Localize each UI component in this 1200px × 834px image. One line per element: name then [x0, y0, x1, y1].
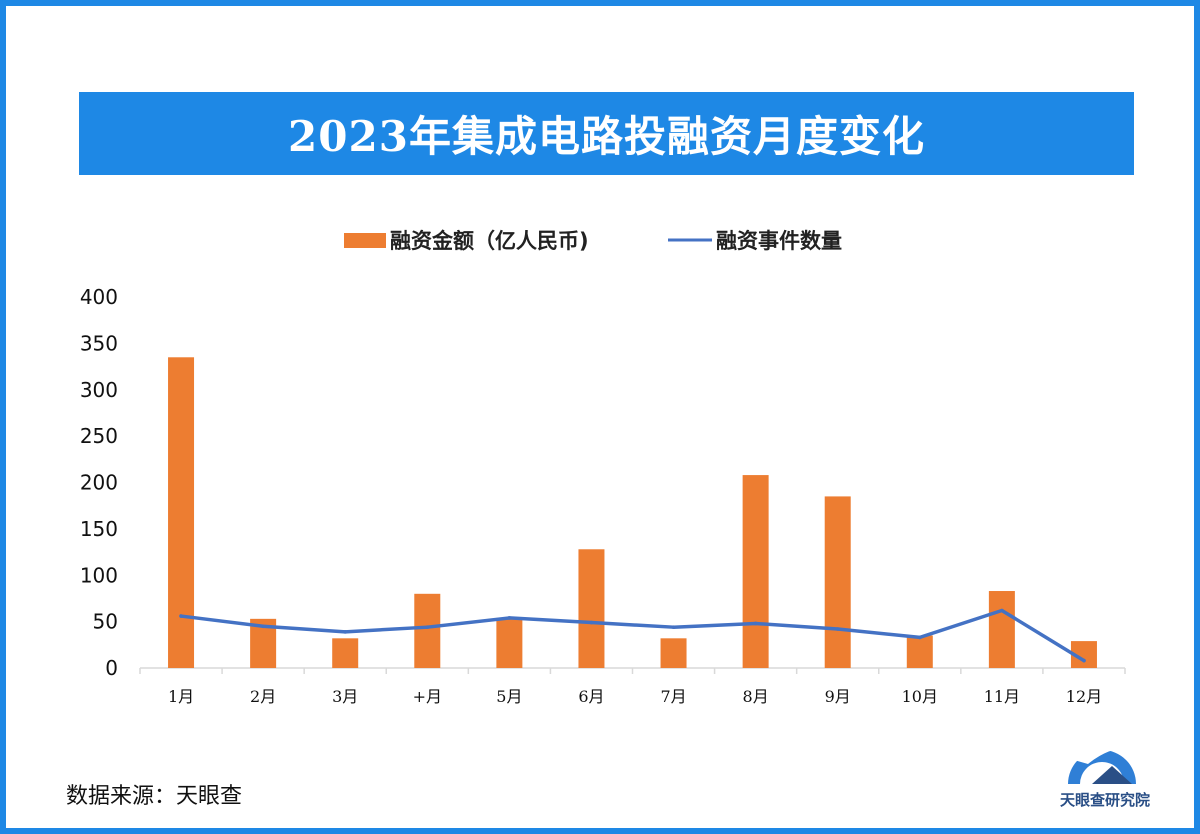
- x-tick-label: 9月: [825, 687, 851, 706]
- line-point: [507, 616, 512, 620]
- line-point: [1082, 658, 1086, 663]
- bar: [824, 496, 851, 668]
- line-point: [343, 630, 348, 634]
- x-tick-label: +月: [413, 687, 442, 706]
- line-point: [671, 625, 676, 629]
- line-point: [179, 614, 183, 618]
- logo-emblem-icon: [1068, 744, 1140, 784]
- x-tick-label: 5月: [496, 687, 522, 706]
- y-tick-label: 300: [80, 378, 118, 402]
- x-tick-label: 12月: [1066, 687, 1102, 706]
- line-point: [261, 624, 265, 629]
- bar: [660, 638, 687, 668]
- bar: [988, 591, 1015, 668]
- tianyancha-logo: 天眼查研究院: [1040, 726, 1170, 816]
- y-tick-label: 0: [105, 656, 118, 680]
- x-tick-label: 11月: [984, 687, 1020, 706]
- y-tick-label: 100: [80, 563, 118, 587]
- line-point: [589, 620, 594, 625]
- title-banner: 2023年集成电路投融资月度变化: [79, 92, 1134, 175]
- y-tick-label: 50: [93, 610, 118, 634]
- x-tick-label: 1月: [168, 687, 194, 706]
- x-tick-label: 2月: [250, 687, 276, 706]
- line-point: [835, 627, 840, 631]
- bar: [414, 593, 441, 668]
- y-axis: 0 50 100 150 200 250 300 350 400: [80, 285, 118, 680]
- data-source-note: 数据来源：天眼查: [66, 784, 243, 809]
- legend: 融资金额（亿人民币) 融资事件数量: [344, 229, 842, 253]
- x-tick-label: 8月: [743, 687, 769, 706]
- bar: [742, 475, 769, 668]
- y-tick-label: 400: [80, 285, 118, 309]
- bar: [496, 617, 523, 668]
- line-point: [1000, 608, 1004, 613]
- legend-line-label: 融资事件数量: [716, 229, 842, 253]
- chart-title: 2023年集成电路投融资月度变化: [288, 112, 925, 161]
- y-tick-label: 350: [80, 331, 118, 355]
- x-tick-label: 10月: [902, 687, 938, 706]
- bar: [578, 549, 605, 668]
- logo-text: 天眼查研究院: [1059, 791, 1150, 809]
- line-point: [917, 635, 922, 640]
- y-tick-label: 250: [80, 424, 118, 448]
- bar: [332, 638, 359, 668]
- x-tick-label: 7月: [660, 687, 686, 706]
- line-series: [179, 608, 1086, 663]
- legend-bar-swatch: [344, 233, 386, 248]
- line-path: [179, 608, 1086, 663]
- bar: [168, 357, 195, 668]
- x-tick-label: 6月: [578, 687, 604, 706]
- bar-series: [168, 357, 1097, 668]
- bar: [906, 635, 933, 668]
- y-tick-label: 150: [80, 517, 118, 541]
- legend-bar-label: 融资金额（亿人民币): [390, 229, 589, 253]
- line-point: [753, 621, 758, 626]
- y-tick-label: 200: [80, 471, 118, 495]
- line-point: [425, 625, 430, 629]
- x-tick-label: 3月: [332, 687, 358, 706]
- x-axis: 1月 2月 3月 +月 5月 6月 7月 8月 9月 10月 11月 12月: [139, 667, 1126, 706]
